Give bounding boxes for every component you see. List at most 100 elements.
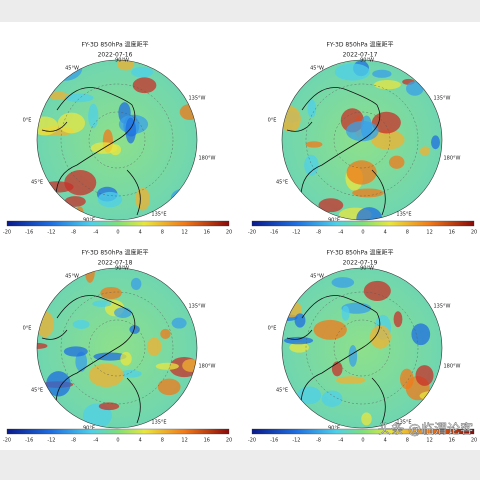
colorbar-tick-label: -16 <box>25 230 33 236</box>
colorbar-tick-label: -8 <box>316 230 321 236</box>
latitude-circle <box>305 291 419 405</box>
anomaly-blob <box>361 412 372 426</box>
colorbar-tick-label: 0 <box>361 230 364 236</box>
longitude-label: 45°W <box>310 66 324 72</box>
colorbar-tick-label: -12 <box>47 438 55 444</box>
anomaly-blob <box>388 155 405 169</box>
anomaly-blob <box>169 407 189 428</box>
anomaly-blob <box>130 277 142 290</box>
coastline <box>55 87 136 206</box>
longitude-label: 135°W <box>189 304 206 310</box>
longitude-label: 135°E <box>396 420 411 426</box>
anomaly-blob <box>64 93 94 103</box>
colorbar-tick-label: 16 <box>449 230 455 236</box>
map-panel: FY-3D 850hPa 温度距平 2022-07-19 45°W 90°W 135°W… <box>248 249 477 444</box>
anomaly-blob <box>371 130 405 150</box>
anomaly-blob <box>135 187 150 211</box>
longitude-label: 90°W <box>360 58 374 64</box>
anomaly-blob <box>63 346 88 357</box>
anomaly-blob <box>406 81 424 96</box>
colorbar-tick-label: 8 <box>406 438 409 444</box>
colorbar-tick-label: 4 <box>139 230 142 236</box>
anomaly-blob <box>46 371 71 397</box>
colorbar-tick-label: 4 <box>384 438 387 444</box>
colorbar-tick-label: 16 <box>204 438 210 444</box>
map-border <box>281 267 443 429</box>
map-border <box>36 267 198 429</box>
colorbar-tick-label: -20 <box>3 438 11 444</box>
anomaly-blob <box>419 390 442 402</box>
colorbar-tick-label: -4 <box>93 230 98 236</box>
colorbar-tick-label: 8 <box>161 230 164 236</box>
latitude-circle <box>333 319 391 377</box>
anomaly-blob <box>92 300 112 308</box>
colorbar-tick-label: -4 <box>338 230 343 236</box>
longitude-label: 90°E <box>83 426 95 432</box>
anomaly-blob <box>160 328 171 340</box>
panel-title: FY-3D 850hPa 温度距平 <box>81 41 148 49</box>
panel-title: FY-3D 850hPa 温度距平 <box>81 249 148 257</box>
longitude-label: 45°W <box>65 274 79 280</box>
anomaly-blob <box>170 188 197 208</box>
longitude-label: 180°W <box>199 364 216 370</box>
anomaly-blob <box>129 325 140 334</box>
colorbar-tick-label: -12 <box>47 230 55 236</box>
longitude-label: 0°E <box>23 326 32 332</box>
colorbar-tick-label: 8 <box>406 230 409 236</box>
anomaly-blob <box>132 77 157 94</box>
longitude-label: 90°E <box>328 426 340 432</box>
longitude-label: 135°E <box>151 212 166 218</box>
anomaly-blob <box>119 369 142 378</box>
longitude-label: 0°E <box>23 118 32 124</box>
panel-date: 2022-07-18 <box>98 260 133 267</box>
latitude-circle <box>333 111 391 169</box>
longitude-label: 45°E <box>276 388 288 394</box>
longitude-label: 135°E <box>151 420 166 426</box>
anomaly-blob <box>393 311 403 328</box>
longitude-label: 90°W <box>115 58 129 64</box>
colorbar-tick-label: -4 <box>93 438 98 444</box>
latitude-circle <box>88 111 146 169</box>
anomaly-blob <box>363 280 391 302</box>
anomaly-blob <box>98 402 120 411</box>
longitude-label: 90°E <box>328 218 340 224</box>
latitude-circle <box>88 319 146 377</box>
anomaly-blob <box>335 376 366 384</box>
longitude-label: 135°W <box>189 96 206 102</box>
colorbar-tick-label: -12 <box>292 438 300 444</box>
map-border <box>36 59 198 221</box>
colorbar-tick-label: 20 <box>471 438 477 444</box>
anomaly-blob <box>57 112 86 134</box>
colorbar <box>251 428 475 435</box>
longitude-label: 45°W <box>65 66 79 72</box>
colorbar-tick-label: 0 <box>116 438 119 444</box>
panel-title: FY-3D 850hPa 温度距平 <box>326 249 393 257</box>
anomaly-blob <box>182 359 197 372</box>
anomaly-blob <box>72 319 90 330</box>
anomaly-blob <box>48 91 70 100</box>
map-panel: FY-3D 850hPa 温度距平 2022-07-16 45°W 90°W 135°W… <box>3 41 232 236</box>
colorbar-tick-label: 4 <box>139 438 142 444</box>
map-border <box>281 59 443 221</box>
anomaly-blob <box>346 160 377 185</box>
anomaly-blob <box>356 207 383 220</box>
anomaly-blob <box>297 386 322 405</box>
anomaly-blob <box>419 146 431 156</box>
anomaly-blob <box>289 284 302 298</box>
panel-date: 2022-07-19 <box>343 260 378 267</box>
colorbar-tick-label: -16 <box>25 438 33 444</box>
anomaly-blob <box>334 63 371 81</box>
colorbar-tick-label: 16 <box>449 438 455 444</box>
anomaly-blob <box>282 300 290 314</box>
top-bar <box>0 0 480 22</box>
longitude-label: 0°E <box>268 326 277 332</box>
longitude-label: 90°W <box>360 266 374 272</box>
colorbar-tick-label: -16 <box>270 438 278 444</box>
longitude-label: 0°E <box>268 118 277 124</box>
anomaly-blob <box>64 196 86 207</box>
longitude-label: 135°W <box>434 96 451 102</box>
longitude-label: 45°E <box>31 388 43 394</box>
coastline <box>300 295 381 414</box>
longitude-label: 90°W <box>115 266 129 272</box>
colorbar-tick-label: -20 <box>248 230 256 236</box>
